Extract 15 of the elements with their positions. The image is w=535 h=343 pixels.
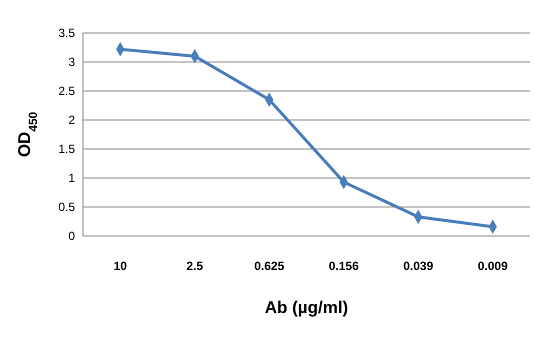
y-tick-label: 0 bbox=[68, 229, 76, 244]
x-tick-label: 0.039 bbox=[403, 259, 434, 273]
x-axis-title: Ab (µg/ml) bbox=[264, 298, 348, 317]
y-tick-label: 3 bbox=[68, 55, 76, 70]
y-tick-label: 0.5 bbox=[58, 200, 76, 214]
x-tick-label: 10 bbox=[114, 259, 128, 273]
y-tick-label: 2 bbox=[68, 113, 76, 128]
y-tick-label: 1 bbox=[68, 171, 76, 186]
x-tick-label: 2.5 bbox=[186, 259, 204, 273]
y-tick-label: 3.5 bbox=[58, 26, 76, 40]
x-tick-label: 0.625 bbox=[254, 259, 285, 273]
x-tick-label: 0.009 bbox=[478, 259, 508, 273]
y-tick-label: 2.5 bbox=[58, 84, 76, 98]
y-tick-label: 1.5 bbox=[58, 142, 76, 156]
x-tick-label: 0.156 bbox=[328, 259, 360, 273]
